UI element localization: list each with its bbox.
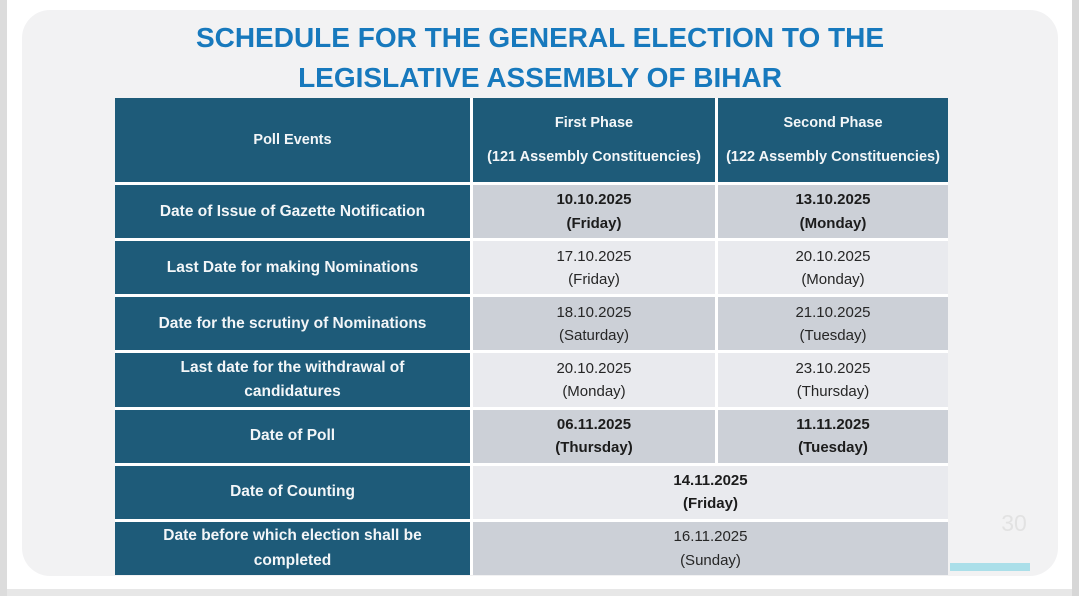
cell-counting-both-phases: 14.11.2025 (Friday) [473, 465, 948, 519]
day-value: (Tuesday) [798, 439, 868, 457]
day-value: (Friday) [566, 214, 622, 232]
header-text: First Phase [554, 115, 634, 132]
row-label-text: Date for the scrutiny of Nominations [158, 314, 427, 332]
cell-poll-second-phase: 11.11.2025 (Tuesday) [718, 409, 948, 463]
page-title: SCHEDULE FOR THE GENERAL ELECTION TO THE… [22, 18, 1058, 98]
row-label-text: Last date for the withdrawal of [180, 358, 405, 376]
row-label-text: Date before which election shall be [163, 527, 422, 545]
date-value: 16.11.2025 [673, 528, 748, 546]
date-value: 20.10.2025 [556, 359, 632, 377]
cyan-accent-bar [950, 563, 1030, 571]
header-text: (121 Assembly Constituencies) [487, 148, 701, 165]
date-value: 11.11.2025 [796, 415, 870, 433]
right-edge-strip [1072, 0, 1079, 596]
row-label-withdrawal-candidatures: Last date for the withdrawal of candidat… [115, 353, 470, 407]
cell-scrutiny-first-phase: 18.10.2025 (Saturday) [473, 297, 715, 351]
cell-withdrawal-first-phase: 20.10.2025 (Monday) [473, 353, 715, 407]
cell-completed-both-phases: 16.11.2025 (Sunday) [473, 521, 948, 575]
column-header-poll-events: Poll Events [115, 98, 470, 182]
row-label-text: Date of Poll [249, 427, 336, 445]
cell-nominations-second-phase: 20.10.2025 (Monday) [718, 241, 948, 295]
day-value: (Monday) [562, 383, 626, 401]
header-text: Poll Events [253, 132, 332, 148]
row-label-scrutiny-nominations: Date for the scrutiny of Nominations [115, 297, 470, 351]
date-value: 14.11.2025 [673, 472, 748, 490]
cell-poll-first-phase: 06.11.2025 (Thursday) [473, 409, 715, 463]
slide-card: SCHEDULE FOR THE GENERAL ELECTION TO THE… [22, 10, 1058, 576]
header-text: Second Phase [783, 115, 883, 132]
date-value: 20.10.2025 [795, 247, 871, 265]
page-title-line1: SCHEDULE FOR THE GENERAL ELECTION TO THE [195, 22, 885, 53]
cell-gazette-second-phase: 13.10.2025 (Monday) [718, 185, 948, 239]
row-label-text: Date of Counting [230, 483, 355, 501]
row-label-gazette-notification: Date of Issue of Gazette Notification [115, 185, 470, 239]
date-value: 18.10.2025 [556, 303, 632, 321]
day-value: (Tuesday) [799, 327, 867, 345]
date-value: 06.11.2025 [556, 415, 632, 433]
row-label-text: completed [253, 551, 332, 569]
date-value: 21.10.2025 [795, 303, 871, 321]
row-label-election-completed: Date before which election shall be comp… [115, 521, 470, 575]
day-value: (Thursday) [555, 439, 633, 457]
cell-gazette-first-phase: 10.10.2025 (Friday) [473, 185, 715, 239]
date-value: 13.10.2025 [795, 191, 871, 209]
row-label-date-of-poll: Date of Poll [115, 409, 470, 463]
day-value: (Thursday) [796, 383, 870, 401]
day-value: (Monday) [801, 270, 865, 288]
date-value: 17.10.2025 [556, 247, 632, 265]
cell-withdrawal-second-phase: 23.10.2025 (Thursday) [718, 353, 948, 407]
cell-scrutiny-second-phase: 21.10.2025 (Tuesday) [718, 297, 948, 351]
header-text: (122 Assembly Constituencies) [726, 148, 940, 165]
day-value: (Monday) [799, 214, 867, 232]
bottom-edge-strip [0, 589, 1079, 596]
day-value: (Friday) [682, 495, 738, 513]
date-value: 23.10.2025 [795, 359, 871, 377]
left-edge-strip [0, 0, 7, 596]
day-value: (Friday) [568, 270, 620, 288]
day-value: (Saturday) [558, 327, 630, 345]
date-value: 10.10.2025 [556, 191, 632, 209]
row-label-text: Last Date for making Nominations [166, 258, 419, 276]
column-header-second-phase: Second Phase (122 Assembly Constituencie… [718, 98, 948, 182]
slide-page-number: 30 [1001, 510, 1027, 536]
row-label-text: Date of Issue of Gazette Notification [159, 202, 426, 220]
cell-nominations-first-phase: 17.10.2025 (Friday) [473, 241, 715, 295]
page-title-line2: LEGISLATIVE ASSEMBLY OF BIHAR [298, 62, 782, 93]
column-header-first-phase: First Phase (121 Assembly Constituencies… [473, 98, 715, 182]
election-schedule-table: Poll Events First Phase (121 Assembly Co… [115, 98, 948, 575]
row-label-text: candidatures [244, 383, 341, 401]
day-value: (Sunday) [680, 551, 741, 569]
row-label-date-of-counting: Date of Counting [115, 465, 470, 519]
row-label-making-nominations: Last Date for making Nominations [115, 241, 470, 295]
